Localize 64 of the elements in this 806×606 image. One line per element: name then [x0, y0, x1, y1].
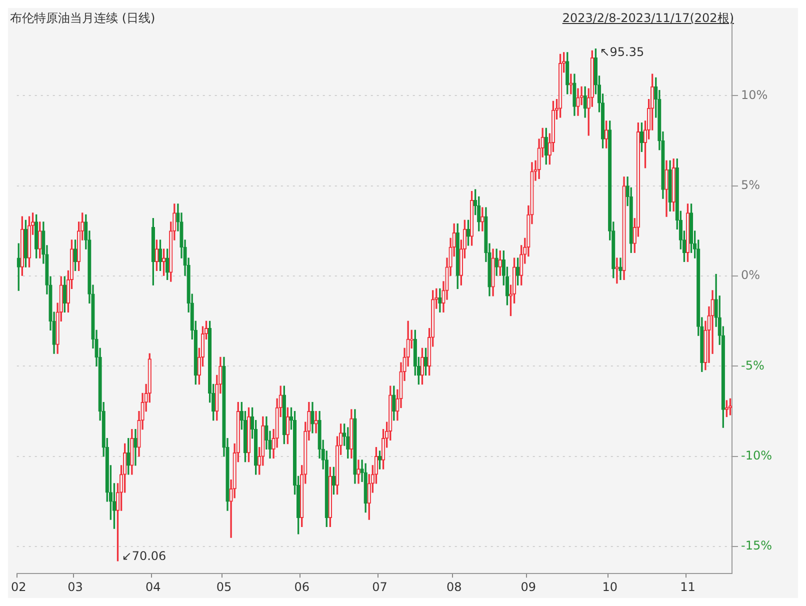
candlestick: [27, 216, 32, 268]
candlestick: [498, 250, 502, 276]
candlestick: [686, 204, 690, 262]
candlestick: [165, 248, 170, 280]
candlestick: [604, 120, 608, 148]
candlestick: [668, 160, 672, 212]
candlestick: [516, 258, 520, 286]
candlestick: [151, 218, 155, 286]
candlestick: [134, 429, 138, 466]
candlestick: [16, 243, 20, 291]
candlestick: [470, 190, 474, 246]
candlestick: [438, 288, 442, 312]
candlestick: [162, 248, 166, 276]
candlestick: [20, 216, 24, 276]
candlestick: [246, 407, 251, 462]
candlestick: [38, 222, 42, 258]
candlestick: [480, 207, 484, 232]
chart-subtitle: 2023/2/8-2023/11/17(202根): [562, 10, 734, 27]
y-tick-label: -10%: [741, 448, 772, 463]
candlestick: [328, 466, 332, 528]
candlestick: [353, 409, 357, 484]
x-tick-label: 03: [68, 580, 83, 594]
x-tick-label: 06: [294, 580, 310, 594]
y-tick-label: 0%: [741, 268, 760, 282]
x-tick-label: 09: [520, 580, 536, 594]
candlestick: [640, 122, 644, 152]
candlestick: [622, 176, 626, 280]
candlestick: [378, 450, 382, 470]
candlestick: [350, 409, 354, 459]
x-tick-label: 07: [372, 580, 388, 594]
y-tick-label: 5%: [741, 178, 760, 192]
x-tick-label: 04: [146, 580, 161, 594]
chart-title: 布伦特原油当月连续 (日线): [10, 10, 156, 27]
y-tick-label: -5%: [741, 358, 764, 372]
candlestick: [356, 460, 360, 484]
x-tick-label: 10: [602, 580, 618, 594]
y-tick-label: -15%: [741, 538, 772, 553]
candlestick: [569, 74, 573, 94]
candlestick: [672, 158, 676, 212]
candlestick: [491, 248, 495, 296]
candlestick: [154, 240, 159, 271]
candlestick: [456, 223, 460, 290]
candlestick: [392, 386, 396, 421]
annotation: ↙70.06: [122, 549, 166, 564]
annotation: ↖95.35: [600, 44, 644, 59]
candlestick: [615, 258, 619, 284]
candlestick: [24, 220, 28, 268]
candlestick: [664, 160, 668, 217]
candlestick: [282, 386, 286, 444]
candlestick: [73, 240, 78, 271]
candlestick: [576, 88, 580, 116]
candlestick: [314, 410, 318, 434]
candlestick: [34, 214, 38, 258]
x-tick-label: 05: [216, 580, 232, 594]
x-tick-label: 11: [680, 580, 696, 594]
candlestick: [566, 52, 570, 94]
candlestick: [130, 429, 134, 475]
candlestick: [572, 74, 576, 116]
candlestick: [158, 240, 162, 271]
x-tick-label: 08: [446, 580, 462, 594]
x-tick-label: 02: [10, 580, 26, 594]
candlestick: [558, 54, 562, 118]
y-tick-label: 10%: [741, 88, 768, 102]
candlestick: [618, 258, 622, 280]
